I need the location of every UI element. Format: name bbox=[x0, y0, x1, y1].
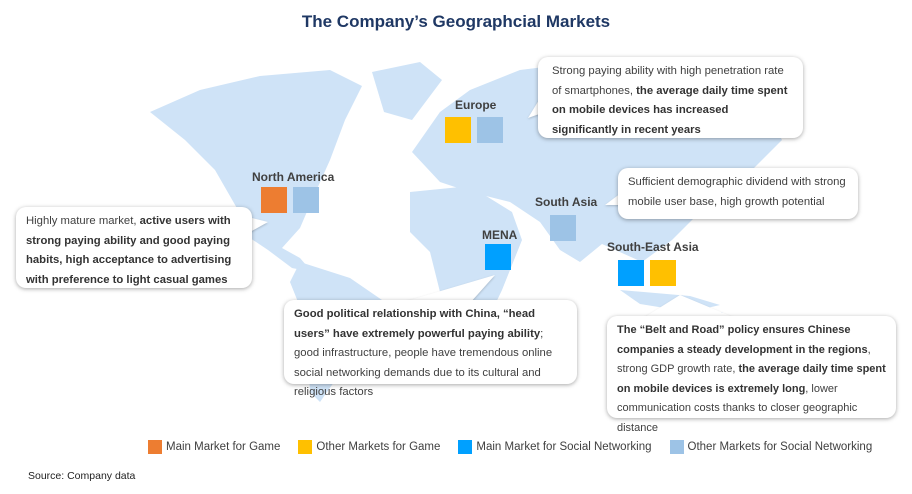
callout-text-bold: active users with strong paying ability … bbox=[26, 215, 232, 286]
callout-text: Highly mature market, bbox=[26, 215, 140, 227]
region-label-mena: MENA bbox=[482, 228, 518, 242]
legend-swatch bbox=[298, 440, 313, 454]
marker-mena-main-social bbox=[485, 244, 511, 270]
callout-text-bold: Good political relationship with China, … bbox=[294, 308, 541, 340]
callout-tail-mena bbox=[400, 275, 495, 303]
legend-label: Main Market for Social Networking bbox=[476, 441, 652, 453]
marker-south-asia-other-social bbox=[550, 215, 576, 241]
marker-na-other-social bbox=[293, 187, 319, 213]
callout-south-asia: Sufficient demographic dividend with str… bbox=[618, 168, 858, 219]
legend-item-main-game: Main Market for Game bbox=[148, 440, 280, 454]
marker-europe-other-game bbox=[445, 117, 471, 143]
legend-swatch bbox=[458, 440, 473, 454]
callout-text: Sufficient demographic dividend with str… bbox=[628, 176, 846, 208]
marker-europe-other-social bbox=[477, 117, 503, 143]
north-america-landmass bbox=[150, 70, 362, 272]
callout-text-bold: the average daily time spent on mobile d… bbox=[617, 363, 886, 395]
callout-text: , strong GDP growth rate, bbox=[617, 343, 871, 376]
callout-europe: Strong paying ability with high penetrat… bbox=[538, 57, 803, 138]
callout-text: Strong paying ability with high penetrat… bbox=[552, 65, 784, 97]
legend-label: Main Market for Game bbox=[166, 441, 281, 453]
callout-mena: Good political relationship with China, … bbox=[284, 300, 577, 398]
region-label-south-asia: South Asia bbox=[535, 195, 598, 209]
region-label-south-east-asia: South-East Asia bbox=[607, 240, 699, 254]
region-label-north-america: North America bbox=[252, 170, 335, 184]
callout-text-bold: The “Belt and Road” policy ensures Chine… bbox=[617, 324, 868, 356]
greenland-landmass bbox=[372, 62, 442, 120]
callout-north-america: Highly mature market, active users with … bbox=[16, 207, 252, 288]
legend-item-other-game: Other Markets for Game bbox=[298, 440, 440, 454]
legend-swatch bbox=[148, 440, 162, 454]
legend-label: Other Markets for Game bbox=[316, 441, 441, 453]
legend: Main Market for Game Other Markets for G… bbox=[148, 440, 872, 454]
callout-text: ; good infrastructure, people have treme… bbox=[294, 327, 553, 399]
callout-text-bold: the average daily time spent on mobile d… bbox=[552, 84, 788, 136]
legend-item-other-social: Other Markets for Social Networking bbox=[669, 440, 873, 454]
legend-item-main-social: Main Market for Social Networking bbox=[458, 440, 652, 454]
callout-south-east-asia: The “Belt and Road” policy ensures Chine… bbox=[607, 316, 896, 434]
legend-label: Other Markets for Social Networking bbox=[687, 441, 873, 453]
legend-swatch bbox=[669, 440, 684, 454]
region-label-europe: Europe bbox=[455, 98, 497, 112]
callout-text: , lower communication costs thanks to cl… bbox=[617, 382, 858, 434]
marker-sea-main-social bbox=[618, 260, 644, 286]
source-note: Source: Company data bbox=[28, 470, 136, 482]
page-title: The Company’s Geographcial Markets bbox=[301, 12, 611, 31]
callout-tail-sea bbox=[640, 295, 740, 320]
marker-na-main-game bbox=[261, 187, 287, 213]
marker-sea-other-game bbox=[650, 260, 676, 286]
